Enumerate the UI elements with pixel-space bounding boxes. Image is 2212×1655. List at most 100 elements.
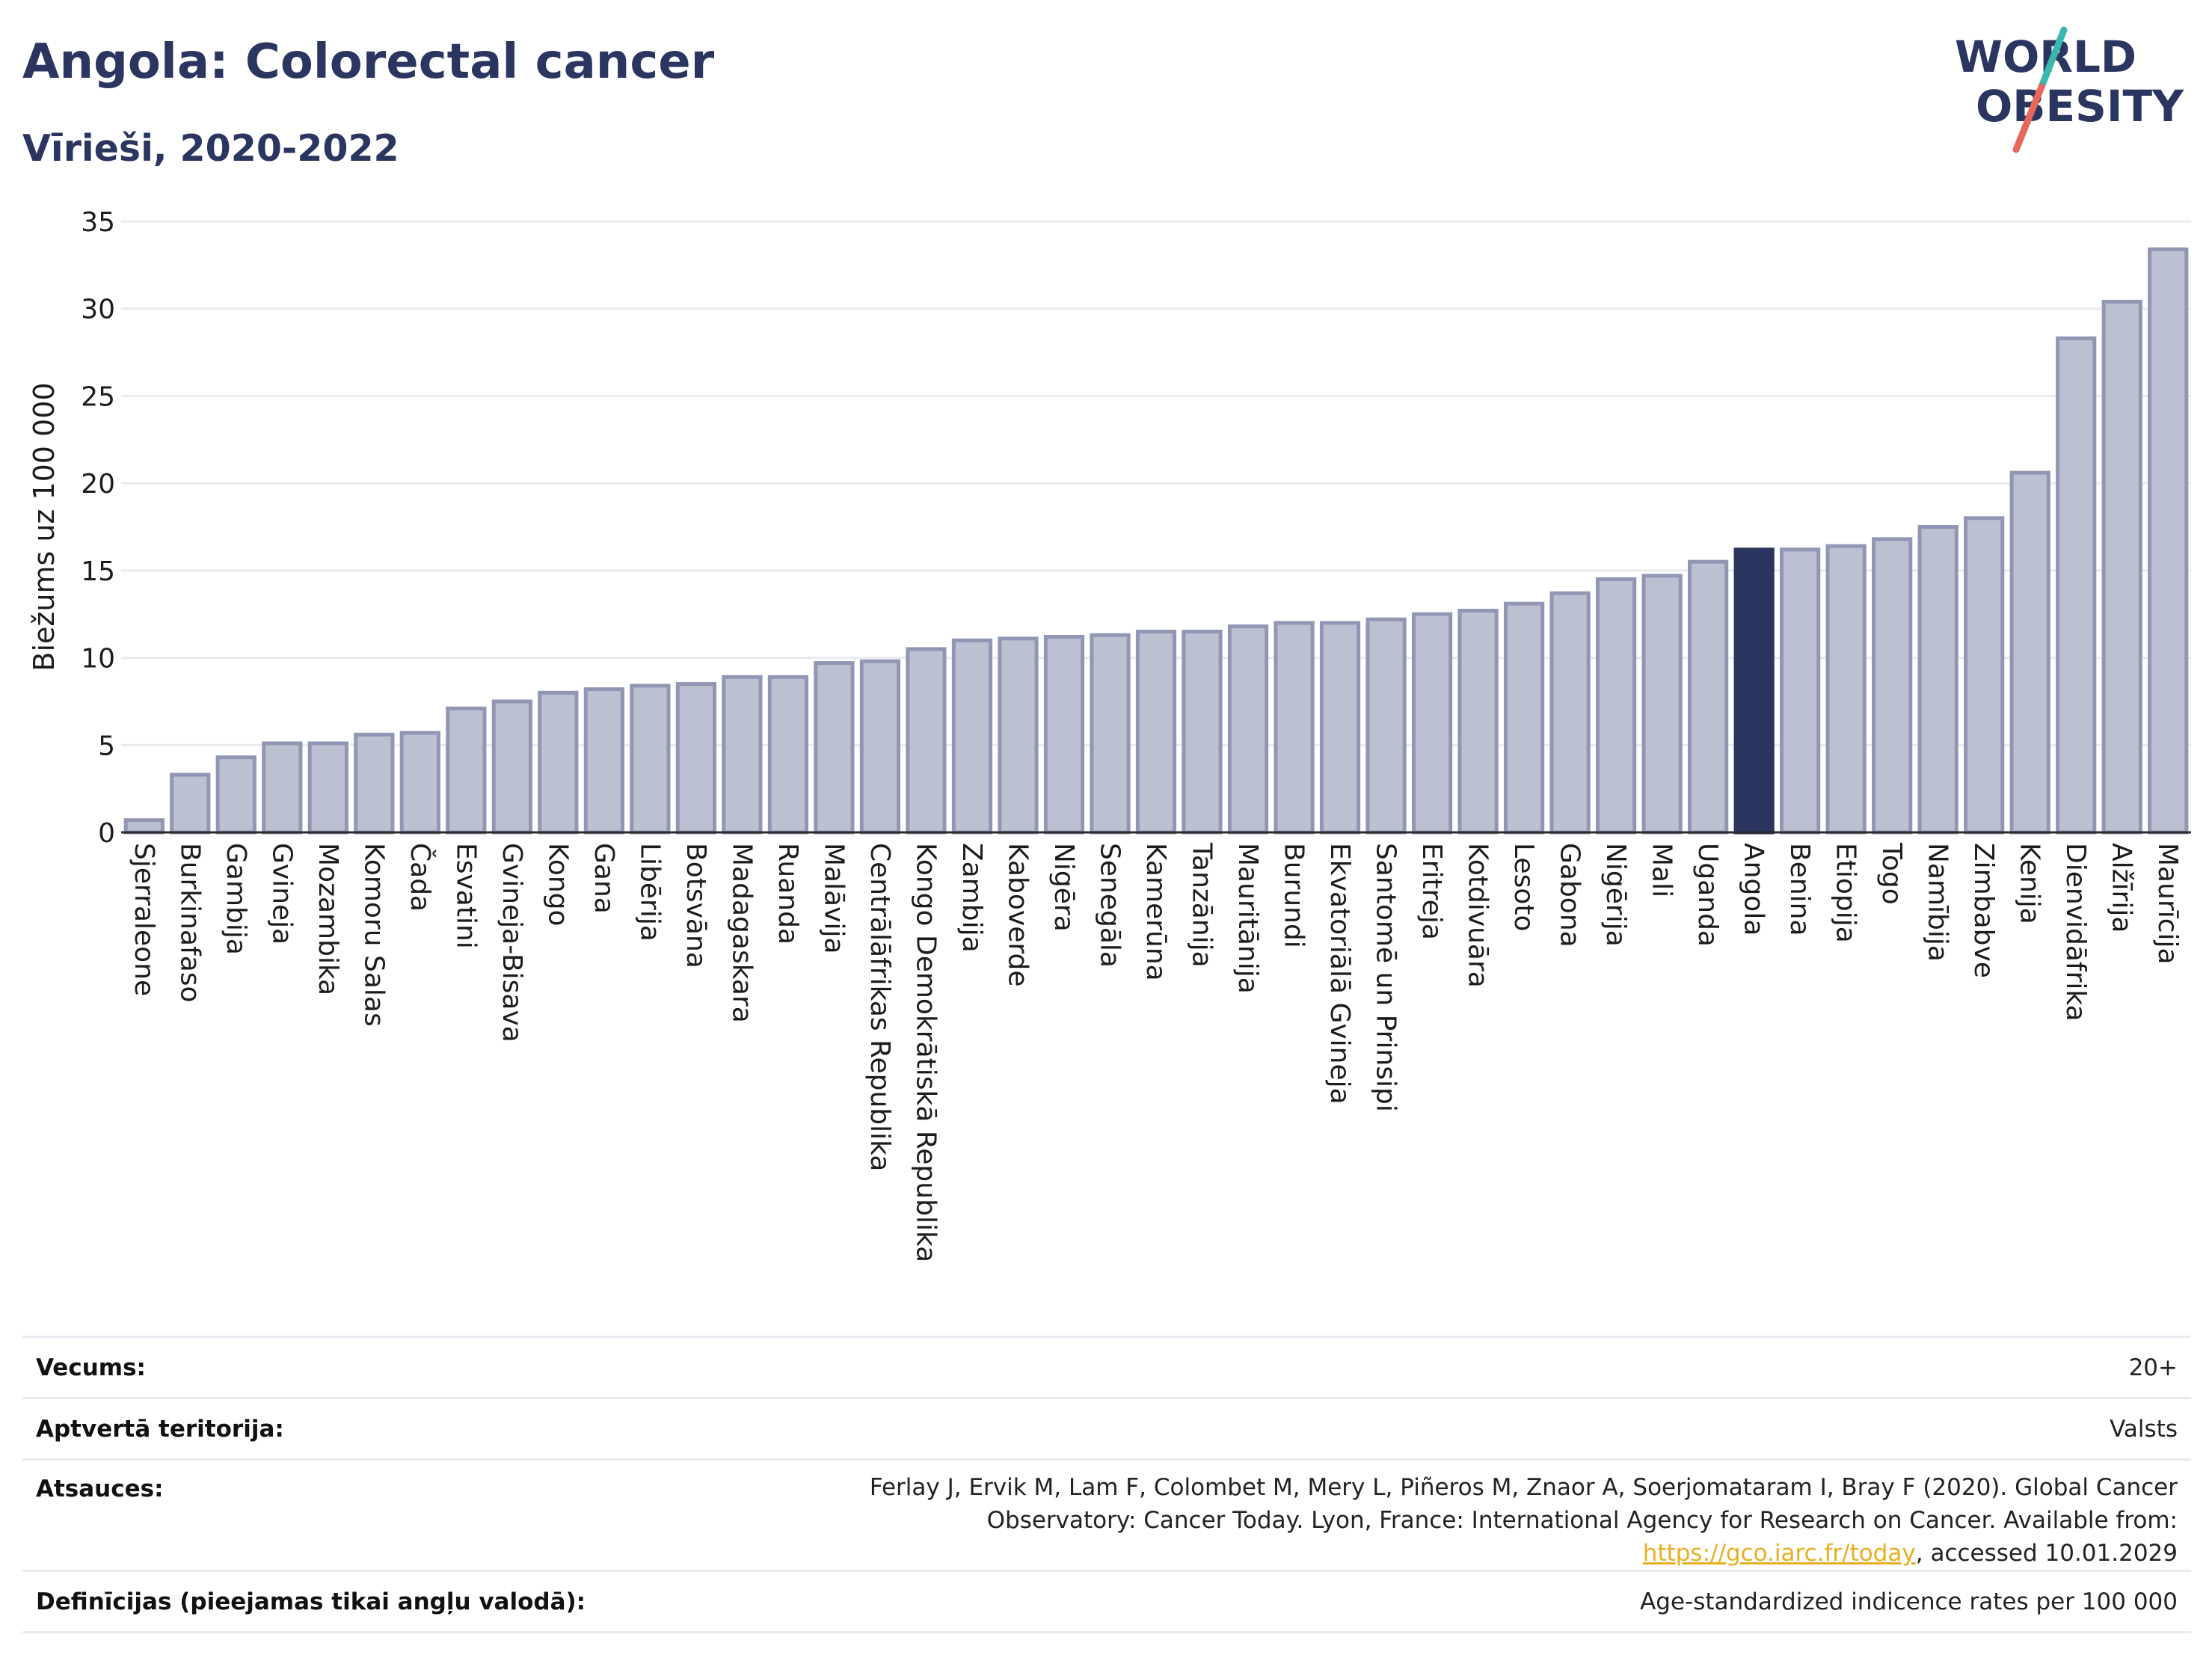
bar-mark xyxy=(446,706,487,835)
references-text: Ferlay J, Ervik M, Lam F, Colombet M, Me… xyxy=(869,1474,2178,1534)
bar-mark xyxy=(2056,336,2097,835)
x-tick-label: Kaboverde xyxy=(1002,843,1033,987)
x-tick-label: Botsvāna xyxy=(681,843,711,968)
x-tick-label: Kamerūna xyxy=(1140,843,1171,981)
x-tick-label: Esvatini xyxy=(450,843,481,949)
bar-mark xyxy=(814,661,855,835)
age-value: 20+ xyxy=(599,1336,2191,1399)
x-tick-label: Mozambika xyxy=(313,843,343,995)
bar-mark xyxy=(123,818,165,835)
references-value: Ferlay J, Ervik M, Lam F, Colombet M, Me… xyxy=(599,1458,2191,1572)
y-tick-label: 15 xyxy=(81,556,115,587)
bar-mark xyxy=(1182,630,1223,835)
bar-mark xyxy=(906,647,947,835)
bar-mark xyxy=(1411,612,1453,835)
x-axis-labels: Sjerraleone Burkinafaso Gambija Gvineja Moza… xyxy=(129,842,2183,1262)
y-tick-label: 30 xyxy=(81,295,115,325)
x-tick-label: Kotdivuāra xyxy=(1463,843,1493,988)
x-tick-label: Zambija xyxy=(956,843,987,953)
bar-mark xyxy=(951,638,993,835)
bar-chart: 0 5 10 15 20 25 30 35 Sjerraleone Burkinafaso Gam… xyxy=(28,207,2191,1262)
x-tick-label: Nigērija xyxy=(1600,843,1631,947)
bar-mark xyxy=(215,755,256,835)
bar-mark xyxy=(675,682,716,835)
bar-mark xyxy=(1780,547,1821,835)
x-tick-label: Gambija xyxy=(221,843,251,955)
y-tick-label: 10 xyxy=(81,644,115,675)
x-tick-label: Burkinafaso xyxy=(174,843,205,1003)
bar-mark xyxy=(1688,559,1729,835)
bar-mark xyxy=(767,675,809,835)
x-tick-label: Gvineja xyxy=(266,843,297,945)
bar-mark xyxy=(859,659,901,835)
meta-row-definitions: Definīcijas (pieejamas tikai angļu valod… xyxy=(22,1570,2191,1633)
bar-mark xyxy=(1319,621,1361,835)
bar-mark xyxy=(262,741,303,835)
world-obesity-logo: WORLD OBESITY xyxy=(1955,26,2184,153)
x-tick-label: Tanzānija xyxy=(1187,842,1217,968)
y-axis-ticks: 0 5 10 15 20 25 30 35 xyxy=(81,207,115,849)
x-tick-label: Dienvidāfrika xyxy=(2060,843,2091,1022)
x-tick-label: Kongo Demokrātiskā Republika xyxy=(910,843,941,1262)
x-tick-label: Senegāla xyxy=(1094,843,1125,968)
x-tick-label: Mali xyxy=(1647,843,1677,897)
x-tick-label: Santomē un Prinsipi xyxy=(1371,843,1401,1112)
definitions-value: Age-standardized indicence rates per 100… xyxy=(599,1570,2191,1633)
x-tick-label: Libērija xyxy=(634,843,665,942)
x-tick-label: Malāvija xyxy=(818,843,849,954)
y-tick-label: 20 xyxy=(81,469,115,500)
x-tick-label: Ekvatoriālā Gvineja xyxy=(1324,843,1355,1105)
meta-row-territory: Aptvertā teritorija: Valsts xyxy=(22,1397,2191,1461)
bar-mark xyxy=(2009,470,2050,835)
bar-mark xyxy=(1457,609,1499,835)
bar-mark xyxy=(1825,544,1867,835)
x-tick-label: Angola xyxy=(1739,843,1769,936)
x-tick-label: Gana xyxy=(589,843,619,914)
references-link[interactable]: https://gco.iarc.fr/today xyxy=(1642,1540,1916,1567)
meta-row-age: Vecums: 20+ xyxy=(22,1336,2191,1399)
bar-mark xyxy=(1596,577,1637,835)
bar-mark xyxy=(1365,617,1407,835)
bar-mark xyxy=(307,741,348,835)
chart-subtitle: Vīrieši, 2020-2022 xyxy=(22,127,399,170)
x-tick-label: Maurīcija xyxy=(2152,843,2183,965)
bar-mark xyxy=(630,684,671,835)
bar-highlight-mark xyxy=(1733,547,1775,835)
bar-mark xyxy=(1964,516,2005,835)
x-tick-label: Gabona xyxy=(1555,843,1585,948)
territory-label: Aptvertā teritorija: xyxy=(22,1397,600,1461)
x-tick-label: Uganda xyxy=(1692,843,1723,947)
x-tick-label: Togo xyxy=(1876,842,1907,905)
bar-mark xyxy=(1641,574,1683,835)
x-tick-label: Zimbabve xyxy=(1968,843,1999,978)
x-tick-label: Lesoto xyxy=(1508,843,1539,932)
y-tick-label: 35 xyxy=(81,207,115,238)
bar-mark xyxy=(491,699,532,835)
x-tick-label: Alžīrija xyxy=(2107,843,2137,933)
bar-mark xyxy=(1503,601,1545,835)
x-tick-label: Namībija xyxy=(1923,843,1953,962)
x-tick-label: Madagaskara xyxy=(726,843,757,1023)
x-tick-label: Kenija xyxy=(2015,843,2045,924)
bar-mark xyxy=(1227,624,1269,835)
x-tick-label: Etiopija xyxy=(1831,843,1861,943)
x-tick-label: Burundi xyxy=(1279,843,1309,948)
territory-value: Valsts xyxy=(599,1397,2191,1461)
x-tick-label: Sjerraleone xyxy=(129,843,159,996)
bar-mark xyxy=(583,687,624,835)
x-tick-label: Komoru Salas xyxy=(358,843,389,1027)
bar-mark xyxy=(722,675,763,835)
x-tick-label: Eritreja xyxy=(1416,843,1447,940)
y-tick-label: 25 xyxy=(81,381,115,412)
bar-mark xyxy=(2101,299,2142,835)
y-tick-label: 0 xyxy=(98,818,115,849)
age-label: Vecums: xyxy=(22,1336,600,1399)
bars xyxy=(123,247,2189,835)
bar-mark xyxy=(998,636,1039,835)
bar-mark xyxy=(1872,537,1913,835)
bar-mark xyxy=(1549,591,1591,835)
definitions-label: Definīcijas (pieejamas tikai angļu valod… xyxy=(22,1570,600,1633)
x-tick-label: Kongo xyxy=(542,843,573,927)
references-accessed: , accessed 10.01.2029 xyxy=(1915,1540,2178,1567)
y-axis-title: Biežums uz 100 000 xyxy=(28,382,61,671)
